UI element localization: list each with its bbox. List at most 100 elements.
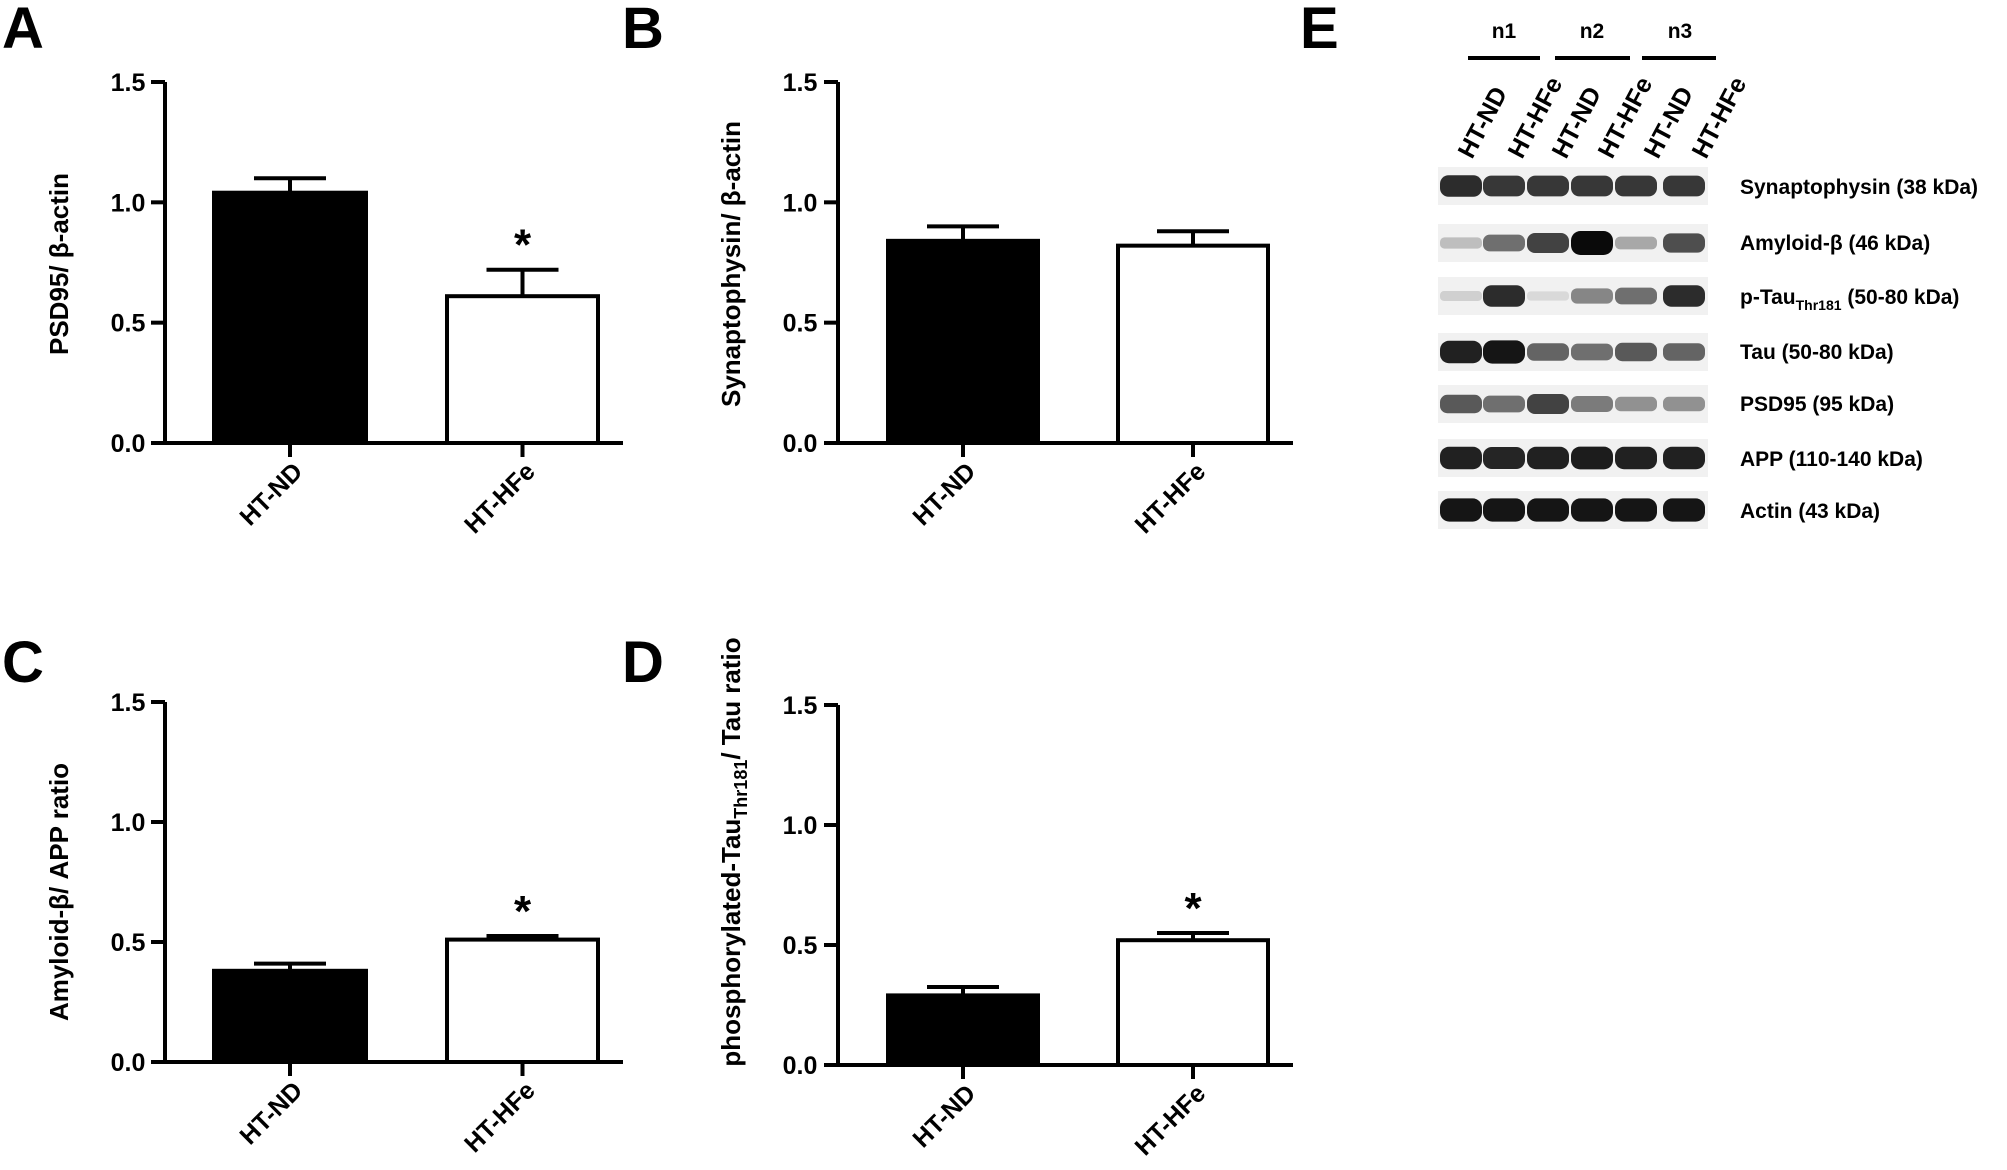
blot-band-lane-6 — [1663, 285, 1705, 307]
blot-band-lane-3 — [1527, 343, 1569, 361]
band-label-tau: Tau (50-80 kDa) — [1740, 341, 1894, 364]
panel-b-ytick-label: 0.5 — [783, 310, 818, 338]
blot-strips — [1438, 167, 1708, 529]
panel-c-ylabel: Amyloid-β/ APP ratio — [44, 763, 74, 1021]
panel-letter-e: E — [1300, 0, 1339, 61]
band-label-app: APP (110-140 kDa) — [1740, 448, 1923, 471]
panel-b-ylabel: Synaptophysin/ β-actin — [716, 121, 746, 407]
band-label-psd95: PSD95 (95 kDa) — [1740, 393, 1894, 416]
blot-band-lane-3 — [1527, 233, 1569, 253]
blot-band-lane-2 — [1483, 498, 1525, 522]
blot-band-lane-4 — [1571, 396, 1613, 412]
band-label-actin: Actin (43 kDa) — [1740, 500, 1880, 523]
panel-c-ytick-label: 0.0 — [111, 1049, 146, 1077]
blot-band-lane-4 — [1571, 446, 1613, 470]
panel-d-ytick-label: 0.5 — [783, 932, 818, 960]
blot-band-lane-5 — [1615, 287, 1657, 305]
panel-a-ytick-label: 1.0 — [111, 189, 146, 217]
panel-b-category-label: HT-ND — [907, 457, 981, 531]
bar-charts: 0.0 0.5 1.0 1.5 HT-ND HT-HFe * 0.0 0.5 1.0 1.5 HT-N… — [111, 69, 1293, 1161]
panel-a-category-label: HT-HFe — [459, 457, 541, 539]
panel-d-ytick-label: 1.5 — [783, 692, 818, 720]
panel-a-significance-star: * — [514, 221, 532, 270]
blot-band-lane-1 — [1440, 237, 1482, 249]
band-label-p-tau-main: p-Tau — [1740, 286, 1796, 309]
blot-band-lane-4 — [1571, 231, 1613, 255]
blot-band-lane-1 — [1440, 446, 1482, 470]
panel-d-ytick-label: 0.0 — [783, 1052, 818, 1080]
blot-band-lane-3 — [1527, 291, 1569, 301]
blot-band-lane-4 — [1571, 175, 1613, 197]
panel-letter-c: C — [2, 630, 44, 695]
panel-d-bar-ht-nd — [886, 993, 1040, 1068]
panel-a-ytick-label: 1.5 — [111, 69, 146, 97]
panel-b-category-label: HT-HFe — [1130, 457, 1212, 539]
blot-band-lane-3 — [1527, 446, 1569, 470]
blot-band-lane-3 — [1527, 498, 1569, 522]
panel-c-bar-ht-hfe — [445, 937, 600, 1064]
blot-band-lane-1 — [1440, 175, 1482, 197]
blot-row-6 — [1438, 491, 1708, 529]
blot-row-5 — [1438, 439, 1708, 477]
panel-c-ytick-label: 0.5 — [111, 929, 146, 957]
panel-c-ytick-label: 1.5 — [111, 689, 146, 717]
panel-d-ylabel-tail: / Tau ratio — [716, 637, 746, 759]
chart-panel-a: 0.0 0.5 1.0 1.5 HT-ND HT-HFe * — [111, 69, 623, 539]
panel-d-category-label: HT-HFe — [1130, 1079, 1212, 1161]
blot-band-lane-5 — [1615, 446, 1657, 470]
blot-band-lane-5 — [1615, 396, 1657, 412]
blot-band-lane-4 — [1571, 343, 1613, 361]
blot-band-lane-2 — [1483, 234, 1525, 252]
band-label-p-tau: p-TauThr181 (50-80 kDa) — [1740, 286, 1959, 313]
panel-c-significance-star: * — [514, 887, 532, 936]
blot-band-lane-2 — [1483, 340, 1525, 364]
panel-a-ytick-label: 0.0 — [111, 430, 146, 458]
replicate-label-n3: n3 — [1668, 20, 1693, 43]
blot-band-lane-3 — [1527, 394, 1569, 414]
blot-band-lane-1 — [1440, 340, 1482, 364]
blot-band-lane-2 — [1483, 175, 1525, 197]
panel-letter-b: B — [622, 0, 664, 61]
blot-band-lane-5 — [1615, 498, 1657, 522]
blot-row-4 — [1438, 385, 1708, 423]
panel-d-bar-ht-hfe — [1116, 938, 1270, 1068]
blot-band-lane-4 — [1571, 498, 1613, 522]
panel-letter-a: A — [2, 0, 44, 61]
replicate-label-n1: n1 — [1492, 20, 1517, 43]
blot-band-lane-5 — [1615, 342, 1657, 362]
western-blot: n1 n2 n3 HT-ND HT-HFe HT-ND HT-HFe HT-ND… — [1438, 20, 1978, 529]
blot-band-lane-2 — [1483, 395, 1525, 413]
panel-a-ylabel: PSD95/ β-actin — [44, 173, 74, 355]
panel-a-bar-ht-hfe — [445, 294, 600, 445]
panel-d-ylabel-sub: Thr181 — [731, 760, 751, 819]
chart-panel-c: 0.0 0.5 1.0 1.5 HT-ND HT-HFe * — [111, 689, 623, 1158]
blot-band-lane-3 — [1527, 175, 1569, 197]
blot-band-lane-2 — [1483, 446, 1525, 470]
panel-b-ytick-label: 1.5 — [783, 69, 818, 97]
blot-band-lane-1 — [1440, 291, 1482, 301]
panel-d-significance-star: * — [1184, 884, 1202, 933]
panel-b-bar-ht-nd — [886, 238, 1040, 445]
band-label-amyloid-beta: Amyloid-β (46 kDa) — [1740, 232, 1930, 255]
band-label-p-tau-sub: Thr181 — [1796, 297, 1842, 313]
panel-a-bar-ht-nd — [212, 190, 368, 445]
chart-panel-d: 0.0 0.5 1.0 1.5 HT-ND HT-HFe * — [783, 692, 1293, 1161]
blot-band-lane-6 — [1663, 498, 1705, 522]
blot-row-2 — [1438, 277, 1708, 315]
blot-band-lane-6 — [1663, 343, 1705, 361]
blot-band-lane-6 — [1663, 446, 1705, 470]
panel-c-category-label: HT-HFe — [459, 1076, 541, 1158]
lane-label-6: HT-HFe — [1687, 72, 1753, 162]
blot-row-3 — [1438, 333, 1708, 371]
panel-c-ytick-label: 1.0 — [111, 809, 146, 837]
panel-d-ytick-label: 1.0 — [783, 812, 818, 840]
blot-band-lane-6 — [1663, 233, 1705, 253]
blot-band-lane-6 — [1663, 175, 1705, 197]
blot-band-lane-6 — [1663, 396, 1705, 412]
blot-band-lane-2 — [1483, 285, 1525, 307]
panel-d-ylabel-main: phosphorylated-Tau — [716, 819, 746, 1067]
panel-b-ytick-label: 1.0 — [783, 189, 818, 217]
panel-letter-d: D — [622, 630, 664, 695]
panel-a-ytick-label: 0.5 — [111, 310, 146, 338]
